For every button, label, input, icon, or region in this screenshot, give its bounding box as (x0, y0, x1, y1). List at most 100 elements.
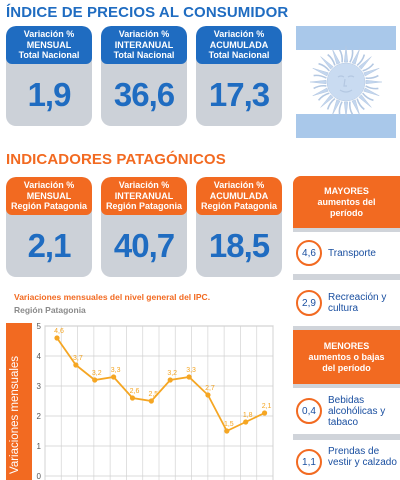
card-label: Total Nacional (113, 50, 175, 61)
data-point (167, 377, 173, 383)
data-label: 3,3 (111, 367, 121, 374)
sun-ray (331, 48, 341, 65)
panel-heading: aumentos del (317, 196, 376, 207)
y-tick-label: 4 (37, 352, 42, 361)
card-value: 1,9 (27, 76, 72, 113)
national-accumulated-card: Variación % ACUMULADA Total Nacional 17,… (196, 26, 282, 126)
sun-ray (358, 56, 372, 70)
card-label: MENSUAL (26, 39, 72, 50)
y-tick-label: 1 (37, 442, 42, 451)
sun-ray (365, 74, 379, 80)
panel-heading: aumentos o bajas (308, 351, 385, 362)
data-label: 4,6 (54, 328, 64, 335)
data-label: 1,8 (243, 412, 253, 419)
sun-ray (313, 74, 327, 79)
sun-icon (309, 45, 383, 119)
data-point (92, 377, 98, 383)
sun-ray (327, 53, 336, 66)
sun-ray (318, 62, 330, 72)
data-point (54, 335, 60, 341)
card-label: Variación % (213, 29, 265, 40)
sun-ray (317, 92, 330, 101)
list-item: 2,9 Recreación y cultura (293, 280, 400, 326)
data-label: 3,3 (186, 367, 196, 374)
sun-ray (343, 101, 349, 119)
card-value: 17,3 (208, 76, 270, 113)
sun-ray (313, 84, 327, 90)
data-point (148, 398, 154, 404)
y-tick-label: 3 (37, 382, 42, 391)
data-point (73, 362, 79, 368)
y-axis-band (6, 323, 32, 480)
data-label: 3,7 (73, 355, 83, 362)
y-tick-label: 0 (37, 472, 42, 480)
card-label: Variación % (118, 180, 170, 191)
card-value: 36,6 (113, 76, 175, 113)
sun-ray (331, 99, 341, 116)
bottom-increases-header: MENORES aumentos o bajas del período (293, 330, 400, 384)
sun-ray (363, 87, 380, 97)
card-label: Región Patagonia (200, 201, 277, 212)
data-point (186, 374, 192, 380)
sun-ray (309, 79, 327, 85)
sun-ray (349, 49, 354, 63)
item-value: 0,4 (296, 398, 322, 424)
data-point (111, 374, 117, 380)
item-label: Prendas de vestir y calzado (328, 446, 397, 468)
card-label: Variación % (23, 29, 75, 40)
data-label: 2,7 (205, 385, 215, 392)
y-tick-label: 2 (37, 412, 42, 421)
data-label: 3,2 (92, 370, 102, 377)
sun-ray (351, 99, 361, 116)
sun-ray (320, 56, 334, 70)
data-point (205, 392, 211, 398)
item-label: Recreación y cultura (328, 292, 387, 314)
series-line (56, 337, 265, 433)
sun-ray (362, 63, 375, 72)
page-title: ÍNDICE DE PRECIOS AL CONSUMIDOR (6, 4, 289, 21)
panel-heading: MAYORES (324, 185, 369, 196)
region-accumulated-card: Variación % ACUMULADA Región Patagonia 1… (196, 177, 282, 277)
card-label: Variación % (213, 180, 265, 191)
region-monthly-card: Variación % MENSUAL Región Patagonia 2,1 (6, 177, 92, 277)
sun-ray (358, 94, 372, 108)
sun-ray (326, 98, 336, 110)
period-highlights-panel: MAYORES aumentos del período 4,6 Transpo… (293, 176, 400, 480)
card-label: MENSUAL (26, 190, 72, 201)
data-label: 3,2 (167, 370, 177, 377)
card-label: INTERANUAL (114, 190, 174, 201)
card-label: Total Nacional (208, 50, 270, 61)
sun-ray (362, 92, 374, 102)
list-item: 0,4 Bebidas alcohólicas y tabaco (293, 388, 400, 434)
sun-ray (365, 85, 379, 90)
card-label: ACUMULADA (209, 39, 269, 50)
chart-subtitle: Región Patagonia (14, 305, 86, 315)
card-label: Región Patagonia (105, 201, 182, 212)
data-point (261, 410, 268, 416)
item-value: 2,9 (296, 290, 322, 316)
sun-ray (363, 67, 380, 77)
sun-ray (312, 87, 329, 97)
ipc-line-chart: 0 1 2 3 4 5 4,6 3,7 3,2 3,3 2,6 2,5 3,2 3,3 2,7 1,5 1,8 2… (37, 322, 274, 480)
data-point (243, 419, 249, 425)
sun-ray (338, 101, 343, 115)
sun-ray (356, 98, 365, 111)
item-label: Bebidas alcohólicas y tabaco (328, 394, 386, 428)
card-value: 18,5 (208, 227, 270, 264)
list-item: 4,6 Transporte (293, 232, 400, 274)
sun-ray (365, 79, 383, 85)
section-title: INDICADORES PATAGÓNICOS (6, 151, 226, 168)
panel-heading: MENORES (323, 340, 370, 351)
panel-heading: del período (322, 362, 371, 373)
sun-ray (348, 101, 354, 115)
sun-ray (356, 54, 366, 66)
card-label: Variación % (118, 29, 170, 40)
data-point (129, 395, 136, 401)
data-label: 1,5 (224, 421, 234, 428)
card-label: Región Patagonia (10, 201, 87, 212)
region-yearly-card: Variación % INTERANUAL Región Patagonia … (101, 177, 187, 277)
panel-heading: período (330, 207, 363, 218)
sun-of-may-emblem (296, 26, 396, 138)
data-label: 2,6 (130, 388, 140, 395)
sun-ray (343, 45, 349, 63)
